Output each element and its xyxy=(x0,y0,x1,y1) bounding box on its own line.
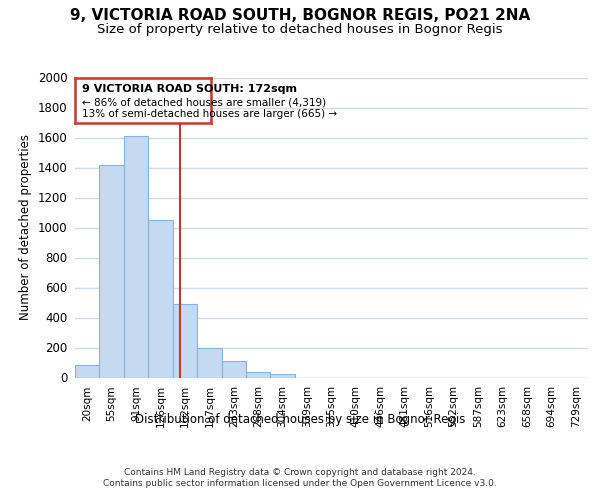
Text: 9 VICTORIA ROAD SOUTH: 172sqm: 9 VICTORIA ROAD SOUTH: 172sqm xyxy=(82,84,297,94)
Text: Distribution of detached houses by size in Bognor Regis: Distribution of detached houses by size … xyxy=(135,412,465,426)
Bar xyxy=(271,374,295,378)
Bar xyxy=(75,365,100,378)
Bar xyxy=(221,361,246,378)
Bar xyxy=(246,372,271,378)
Text: Contains HM Land Registry data © Crown copyright and database right 2024.
Contai: Contains HM Land Registry data © Crown c… xyxy=(103,468,497,487)
Bar xyxy=(100,164,124,378)
Y-axis label: Number of detached properties: Number of detached properties xyxy=(19,134,32,320)
Bar xyxy=(173,304,197,378)
Bar xyxy=(148,220,173,378)
Text: ← 86% of detached houses are smaller (4,319): ← 86% of detached houses are smaller (4,… xyxy=(82,97,326,108)
Text: Size of property relative to detached houses in Bognor Regis: Size of property relative to detached ho… xyxy=(97,22,503,36)
Bar xyxy=(197,348,221,378)
Text: 9, VICTORIA ROAD SOUTH, BOGNOR REGIS, PO21 2NA: 9, VICTORIA ROAD SOUTH, BOGNOR REGIS, PO… xyxy=(70,8,530,22)
Text: 13% of semi-detached houses are larger (665) →: 13% of semi-detached houses are larger (… xyxy=(82,110,337,120)
Bar xyxy=(124,136,148,378)
